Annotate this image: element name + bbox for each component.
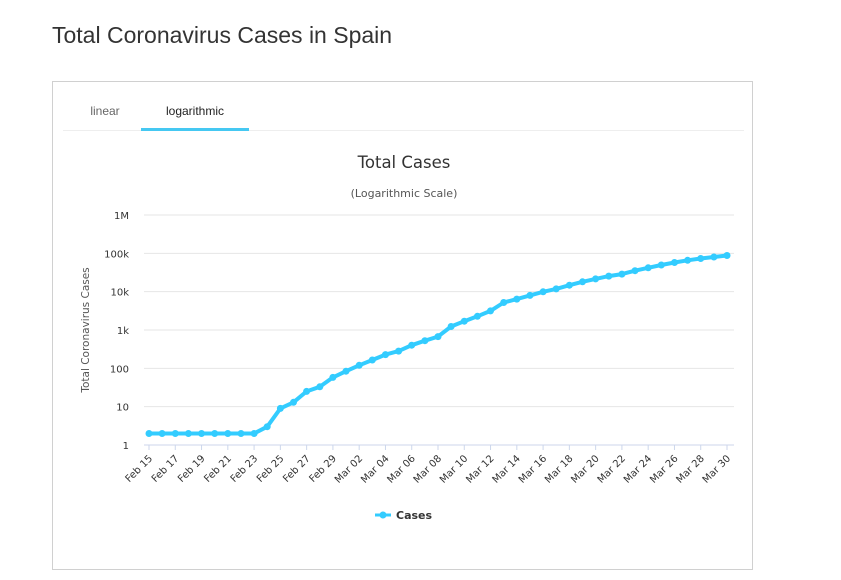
- x-tick-label: Mar 04: [359, 453, 391, 485]
- data-point[interactable]: [487, 307, 494, 315]
- data-point[interactable]: [539, 288, 547, 296]
- x-tick-label: Mar 08: [412, 453, 444, 485]
- x-tick-label: Mar 02: [333, 453, 365, 485]
- x-tick-label: Mar 14: [491, 453, 523, 485]
- chart-panel: linear logarithmic: [52, 81, 753, 570]
- data-point[interactable]: [618, 270, 626, 278]
- x-tick-label: Feb 27: [281, 453, 313, 485]
- data-point[interactable]: [237, 430, 245, 437]
- x-tick-label: Feb 21: [202, 453, 234, 485]
- y-tick-label: 1: [123, 441, 129, 452]
- data-point[interactable]: [276, 404, 284, 412]
- data-point[interactable]: [500, 299, 508, 306]
- data-point[interactable]: [198, 430, 205, 437]
- y-tick-label: 100k: [104, 249, 129, 260]
- data-point[interactable]: [224, 430, 232, 437]
- data-point[interactable]: [684, 256, 692, 264]
- data-point[interactable]: [710, 253, 718, 261]
- data-point[interactable]: [657, 261, 665, 269]
- data-point[interactable]: [671, 259, 678, 266]
- tab-linear[interactable]: linear: [90, 104, 120, 118]
- data-point[interactable]: [631, 267, 639, 275]
- legend[interactable]: Cases: [375, 509, 433, 522]
- data-point[interactable]: [158, 430, 166, 437]
- y-tick-label: 100: [110, 364, 129, 375]
- y-axis-ticks: 1M 100k 10k 1k 100 10 1: [104, 211, 129, 452]
- data-point[interactable]: [303, 387, 311, 395]
- data-point[interactable]: [355, 361, 363, 369]
- y-tick-label: 1M: [114, 211, 129, 222]
- chart-subtitle: (Logarithmic Scale): [351, 187, 458, 200]
- y-tick-label: 10k: [110, 288, 129, 299]
- data-point[interactable]: [263, 423, 271, 431]
- data-point[interactable]: [382, 351, 389, 359]
- data-point[interactable]: [513, 295, 521, 303]
- data-point[interactable]: [395, 347, 403, 355]
- x-tick-label: Mar 16: [517, 453, 549, 485]
- data-point[interactable]: [329, 373, 337, 381]
- x-tick-label: Feb 23: [229, 453, 261, 485]
- data-point[interactable]: [316, 383, 324, 391]
- x-tick-label: Feb 17: [150, 453, 182, 485]
- data-point[interactable]: [408, 341, 416, 349]
- x-tick-label: Mar 06: [385, 453, 417, 485]
- data-point[interactable]: [723, 252, 731, 259]
- data-point[interactable]: [579, 278, 586, 286]
- data-point[interactable]: [211, 430, 219, 437]
- page-title: Total Coronavirus Cases in Spain: [52, 22, 393, 48]
- data-point[interactable]: [421, 337, 429, 345]
- series-cases: [145, 252, 731, 437]
- x-tick-label: Mar 18: [543, 453, 575, 485]
- data-point[interactable]: [184, 430, 192, 437]
- x-tick-label: Mar 12: [464, 453, 496, 485]
- data-point[interactable]: [342, 367, 350, 375]
- x-tick-label: Feb 19: [176, 453, 208, 485]
- data-point[interactable]: [171, 430, 179, 437]
- data-point[interactable]: [434, 333, 442, 341]
- x-tick-label: Feb 25: [255, 453, 287, 485]
- grid-lines: [144, 214, 734, 446]
- data-point[interactable]: [552, 285, 560, 293]
- data-point[interactable]: [447, 323, 455, 330]
- data-point[interactable]: [460, 317, 468, 325]
- x-tick-label: Feb 15: [124, 453, 156, 485]
- tab-logarithmic[interactable]: logarithmic: [141, 82, 249, 131]
- x-tick-label: Mar 24: [622, 453, 654, 485]
- data-point[interactable]: [697, 255, 705, 262]
- y-axis-title: Total Coronavirus Cases: [80, 267, 92, 393]
- x-tick-label: Mar 20: [569, 453, 601, 485]
- y-tick-label: 10: [116, 403, 129, 414]
- legend-label-cases: Cases: [396, 509, 433, 522]
- scale-tabs: linear logarithmic: [63, 82, 744, 131]
- data-point[interactable]: [145, 430, 153, 437]
- data-point[interactable]: [592, 275, 600, 283]
- data-point[interactable]: [526, 291, 534, 299]
- y-tick-label: 1k: [117, 326, 129, 337]
- data-point[interactable]: [473, 312, 481, 320]
- data-point[interactable]: [605, 272, 613, 280]
- data-point[interactable]: [644, 264, 652, 272]
- x-tick-label: Mar 28: [674, 453, 706, 485]
- data-point[interactable]: [368, 356, 376, 364]
- chart-title: Total Cases: [357, 153, 451, 172]
- x-tick-label: Mar 22: [596, 453, 628, 485]
- data-point[interactable]: [290, 398, 297, 406]
- x-tick-label: Mar 30: [701, 453, 733, 485]
- x-tick-label: Mar 10: [438, 453, 470, 485]
- data-point[interactable]: [565, 281, 573, 289]
- legend-marker-dot: [379, 511, 387, 519]
- x-tick-label: Mar 26: [648, 453, 680, 485]
- data-point[interactable]: [250, 430, 258, 437]
